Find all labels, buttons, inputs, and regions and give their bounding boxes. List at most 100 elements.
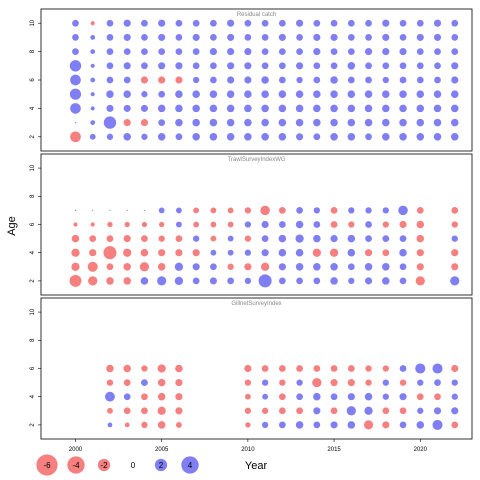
bubble: [261, 90, 269, 98]
bubble: [158, 33, 166, 41]
bubble: [330, 118, 338, 127]
bubble: [330, 235, 338, 243]
bubble: [451, 221, 458, 228]
bubble: [245, 422, 251, 428]
bubble: [123, 263, 131, 271]
bubble: [365, 34, 372, 41]
bubble: [89, 249, 97, 257]
bubble: [175, 249, 183, 257]
legend-label: 2: [159, 461, 164, 470]
bubble: [107, 221, 113, 228]
bubble: [399, 76, 407, 84]
bubble: [416, 118, 425, 127]
bubble: [227, 249, 234, 256]
bubble: [158, 48, 166, 55]
bubble: [382, 33, 390, 41]
bubble: [193, 221, 200, 228]
bubble: [278, 48, 286, 55]
bubble: [227, 76, 235, 84]
bubble: [174, 276, 184, 286]
bubble: [399, 379, 407, 386]
bubble: [416, 62, 424, 70]
bubble: [347, 76, 355, 84]
bubble: [348, 221, 355, 228]
bubble: [123, 104, 131, 112]
bubble: [90, 77, 96, 83]
bubble: [175, 48, 183, 55]
bubble: [244, 407, 252, 414]
bubble: [330, 263, 338, 271]
bubble: [70, 74, 81, 86]
y-tick-label: 6: [30, 222, 36, 226]
bubble: [261, 421, 269, 429]
bubble: [74, 209, 77, 211]
bubble: [123, 48, 131, 55]
bubble: [124, 221, 130, 228]
bubble: [90, 49, 96, 54]
bubble: [382, 62, 390, 70]
bubble: [347, 393, 355, 401]
bubble: [330, 393, 338, 401]
bubble: [71, 248, 80, 257]
legend-label: 0: [131, 461, 136, 470]
bubble: [399, 104, 407, 113]
bubble: [451, 364, 459, 373]
bubble: [210, 221, 217, 228]
bubble: [72, 48, 79, 55]
bubble: [261, 19, 269, 27]
bubble: [141, 133, 148, 140]
bubble: [244, 34, 252, 41]
bubble: [193, 235, 200, 242]
bubble: [364, 263, 373, 271]
y-tick-label: 2: [30, 423, 36, 427]
bubble: [90, 92, 95, 97]
legend-bubble: [154, 458, 168, 472]
bubble: [209, 104, 218, 113]
bubble: [227, 33, 235, 41]
bubble: [143, 209, 146, 211]
bubble: [227, 207, 234, 214]
bubble: [416, 33, 424, 41]
bubble: [313, 90, 321, 98]
bubble: [278, 133, 287, 141]
bubble: [123, 407, 131, 415]
bubble: [158, 19, 166, 27]
bubble: [451, 421, 459, 429]
legend-bubble: [181, 456, 199, 474]
legend-bubble: [97, 458, 111, 472]
bubble: [140, 76, 149, 84]
bubble: [451, 407, 459, 415]
bubble: [364, 104, 373, 113]
bubble: [451, 207, 459, 214]
bubble: [399, 235, 407, 242]
bubble: [226, 118, 235, 127]
bubble: [295, 263, 304, 271]
bubble: [364, 277, 373, 285]
bubble: [416, 234, 425, 243]
bubble: [209, 133, 218, 141]
bubble: [90, 106, 95, 111]
bubble: [296, 407, 303, 415]
bubble: [69, 60, 82, 72]
y-tick-label: 6: [30, 366, 36, 370]
bubble: [278, 407, 286, 415]
bubble: [416, 133, 425, 141]
bubble: [175, 104, 183, 113]
bubble: [330, 207, 338, 214]
bubble: [123, 379, 131, 386]
bubble: [451, 48, 459, 55]
bubble: [175, 133, 183, 141]
bubble: [365, 207, 372, 214]
bubble: [210, 235, 217, 242]
bubble: [347, 421, 356, 429]
bubble: [296, 62, 304, 70]
bubble: [141, 365, 148, 372]
bubble: [141, 393, 148, 401]
bubble: [261, 34, 269, 41]
bubble: [175, 221, 182, 228]
bubble: [244, 118, 252, 127]
bubble: [278, 234, 287, 243]
bubble: [227, 277, 235, 285]
panel-title: TrawlSurveyIndexWG: [227, 157, 285, 163]
bubble: [348, 277, 355, 285]
